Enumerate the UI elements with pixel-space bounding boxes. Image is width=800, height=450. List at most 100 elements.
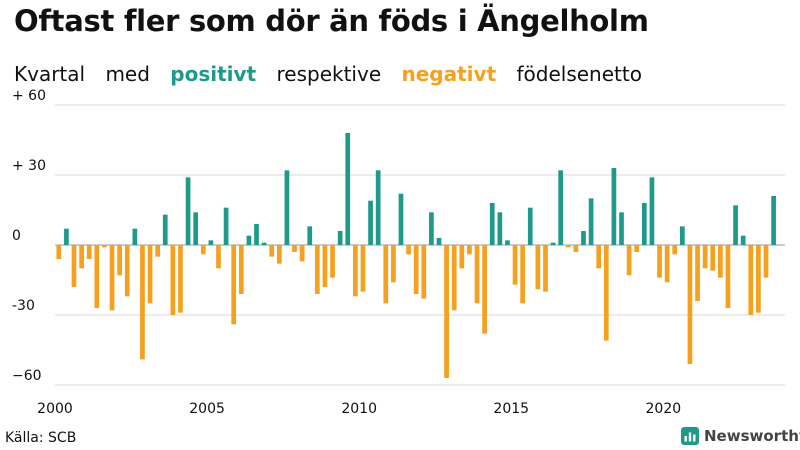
bar	[64, 228, 69, 245]
bar	[733, 205, 738, 245]
bar	[162, 214, 168, 245]
subtitle-part-2: med	[105, 62, 150, 86]
x-tick-label: 2020	[646, 401, 682, 417]
bar	[489, 203, 495, 245]
bar	[147, 245, 153, 304]
bar	[482, 245, 487, 334]
y-tick-label: + 60	[12, 88, 46, 104]
bar	[535, 245, 541, 290]
bar	[337, 231, 343, 245]
bar	[208, 240, 214, 245]
bar	[185, 177, 191, 245]
bar	[543, 245, 548, 292]
bar	[748, 245, 754, 315]
bar	[231, 245, 237, 325]
bar	[756, 245, 761, 313]
bar	[117, 245, 122, 276]
bar	[292, 245, 297, 252]
bar	[307, 226, 313, 245]
bar	[611, 168, 617, 245]
bar	[140, 245, 145, 360]
bar	[368, 200, 373, 245]
x-tick-label: 2005	[189, 401, 225, 417]
bar	[200, 245, 206, 255]
bar	[391, 245, 396, 283]
bar	[345, 133, 351, 245]
subtitle-part-3: respektive	[276, 62, 382, 86]
bar	[626, 245, 632, 276]
y-tick-label: −60	[12, 368, 42, 384]
bar	[444, 245, 449, 378]
bar	[170, 245, 176, 315]
bar	[520, 245, 526, 304]
y-tick-label: -30	[12, 298, 35, 314]
bar	[603, 245, 609, 341]
axis-layer: + 60 + 30 0 -30 −60 2000 2005 2010 2015 2020	[12, 88, 681, 417]
bar	[269, 245, 275, 257]
bar	[505, 240, 510, 245]
bar	[261, 242, 267, 245]
bar	[375, 170, 381, 245]
bar	[216, 245, 221, 269]
bar	[550, 242, 556, 245]
bar	[649, 177, 655, 245]
bar	[322, 245, 328, 287]
bar	[429, 212, 434, 245]
bar	[109, 245, 115, 311]
source-note: Källa: SCB	[5, 430, 77, 446]
bar	[565, 245, 571, 248]
subtitle-negative: negativt	[401, 62, 497, 86]
bar	[238, 245, 244, 294]
bar	[558, 170, 564, 245]
bar	[284, 170, 290, 245]
bar	[124, 245, 130, 297]
bar	[467, 245, 472, 255]
bar	[383, 245, 389, 304]
bar	[276, 245, 282, 264]
subtitle-positive: positivt	[170, 62, 257, 86]
bar	[641, 203, 647, 245]
x-tick-label: 2010	[341, 401, 377, 417]
bar	[474, 245, 480, 304]
bar	[672, 245, 678, 255]
bar	[193, 212, 199, 245]
bar	[360, 245, 366, 292]
bar	[687, 245, 693, 364]
bar	[634, 245, 640, 252]
x-tick-label: 2015	[493, 401, 529, 417]
bar	[246, 235, 252, 245]
bar	[527, 207, 533, 245]
bar	[725, 245, 731, 308]
chart-title: Oftast fler som dör än föds i Ängelholm	[14, 4, 649, 38]
bar	[254, 224, 259, 245]
bar	[740, 235, 746, 245]
chart-subtitle: Kvartal med positivt respektive negativt…	[14, 62, 656, 86]
y-tick-label: 0	[12, 228, 21, 244]
bar	[102, 245, 107, 248]
bar	[718, 245, 723, 278]
y-tick-label: + 30	[12, 158, 46, 174]
bar	[497, 212, 503, 245]
bar	[512, 245, 518, 285]
bar	[299, 245, 305, 262]
bar	[314, 245, 320, 294]
bar	[56, 245, 62, 259]
bar	[596, 245, 602, 269]
bar	[132, 228, 138, 245]
bar	[710, 245, 716, 271]
bar	[406, 245, 411, 255]
bar	[619, 212, 624, 245]
bar	[573, 245, 579, 252]
bar-layer	[56, 133, 776, 378]
bar	[353, 245, 358, 297]
subtitle-part-4: födelsenetto	[516, 62, 642, 86]
subtitle-part-1: Kvartal	[14, 62, 86, 86]
bar	[421, 245, 427, 299]
bar	[459, 245, 465, 269]
bar	[679, 226, 685, 245]
bar	[771, 196, 776, 245]
bar	[763, 245, 769, 278]
bar	[588, 198, 594, 245]
bar	[436, 238, 442, 245]
